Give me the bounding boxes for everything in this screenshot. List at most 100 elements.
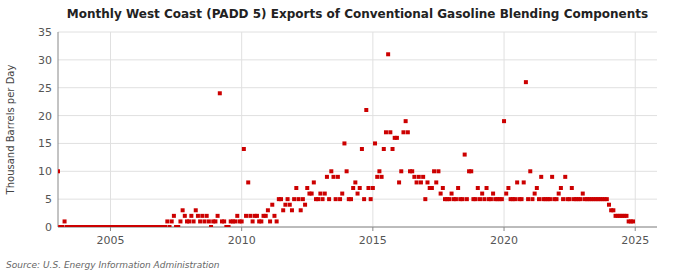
point xyxy=(480,192,484,196)
point xyxy=(329,169,333,173)
point xyxy=(581,192,585,196)
point xyxy=(338,197,342,201)
y-grid-line xyxy=(58,143,657,144)
point xyxy=(290,208,294,212)
point xyxy=(356,192,360,196)
point xyxy=(331,175,335,179)
point xyxy=(436,169,440,173)
point xyxy=(170,219,174,223)
point xyxy=(275,219,279,223)
point xyxy=(292,197,296,201)
y-grid-line xyxy=(58,32,657,33)
point xyxy=(382,147,386,151)
y-tick-label: 35 xyxy=(38,26,52,39)
point xyxy=(454,197,458,201)
point xyxy=(58,169,60,173)
point xyxy=(349,197,353,201)
point xyxy=(485,186,489,190)
point xyxy=(222,219,226,223)
point xyxy=(377,169,381,173)
point xyxy=(283,203,287,207)
x-tick-label: 2015 xyxy=(359,234,387,247)
point xyxy=(200,214,204,218)
point xyxy=(568,197,572,201)
y-grid-line xyxy=(58,171,657,172)
x-grid-line xyxy=(110,32,111,227)
point xyxy=(181,208,185,212)
y-grid-line xyxy=(58,59,657,60)
point xyxy=(242,147,246,151)
point xyxy=(342,141,346,145)
point xyxy=(419,180,423,184)
point xyxy=(423,197,427,201)
point xyxy=(504,192,508,196)
grid xyxy=(58,32,657,227)
point xyxy=(441,186,445,190)
point xyxy=(288,203,292,207)
point xyxy=(63,219,67,223)
point xyxy=(447,197,451,201)
point xyxy=(548,197,552,201)
point xyxy=(366,186,370,190)
point xyxy=(207,219,211,223)
point xyxy=(198,219,202,223)
point xyxy=(386,52,390,56)
point xyxy=(176,225,180,227)
point xyxy=(421,175,425,179)
source-note: Source: U.S. Energy Information Administ… xyxy=(6,260,220,270)
chart-svg: Monthly West Coast (PADD 5) Exports of C… xyxy=(0,0,675,275)
point xyxy=(305,186,309,190)
point xyxy=(218,91,222,95)
point xyxy=(165,219,169,223)
point xyxy=(388,130,392,134)
point xyxy=(316,197,320,201)
point xyxy=(205,214,209,218)
chart-title: Monthly West Coast (PADD 5) Exports of C… xyxy=(67,7,648,21)
point xyxy=(624,214,628,218)
point xyxy=(522,180,526,184)
point xyxy=(248,214,252,218)
point xyxy=(465,197,469,201)
point xyxy=(395,136,399,140)
point xyxy=(520,197,524,201)
point xyxy=(353,180,357,184)
point xyxy=(502,119,506,123)
x-tick-label: 2010 xyxy=(228,234,256,247)
y-tick-label: 5 xyxy=(45,193,52,206)
point xyxy=(168,225,172,227)
point xyxy=(303,203,307,207)
point xyxy=(172,214,176,218)
point xyxy=(406,130,410,134)
point xyxy=(227,225,231,227)
point xyxy=(469,169,473,173)
point xyxy=(506,186,510,190)
point xyxy=(535,186,539,190)
x-tick xyxy=(504,227,505,231)
point xyxy=(364,108,368,112)
point xyxy=(524,80,528,84)
y-grid-line xyxy=(58,115,657,116)
point xyxy=(559,186,563,190)
point xyxy=(456,186,460,190)
point xyxy=(301,197,305,201)
point xyxy=(299,208,303,212)
point xyxy=(563,175,567,179)
point xyxy=(539,175,543,179)
x-tick xyxy=(110,227,111,231)
point xyxy=(318,192,322,196)
point xyxy=(489,197,493,201)
y-axis-line xyxy=(58,32,59,227)
point xyxy=(528,169,532,173)
point xyxy=(60,225,64,227)
point xyxy=(202,219,206,223)
y-tick-label: 20 xyxy=(38,110,52,123)
point xyxy=(570,186,574,190)
point xyxy=(351,186,355,190)
axes: 0510152025303520052010201520202025 xyxy=(38,26,657,247)
point xyxy=(209,225,213,227)
point xyxy=(251,219,255,223)
point xyxy=(375,175,379,179)
point xyxy=(178,219,182,223)
y-tick-label: 15 xyxy=(38,137,52,150)
point xyxy=(415,180,419,184)
